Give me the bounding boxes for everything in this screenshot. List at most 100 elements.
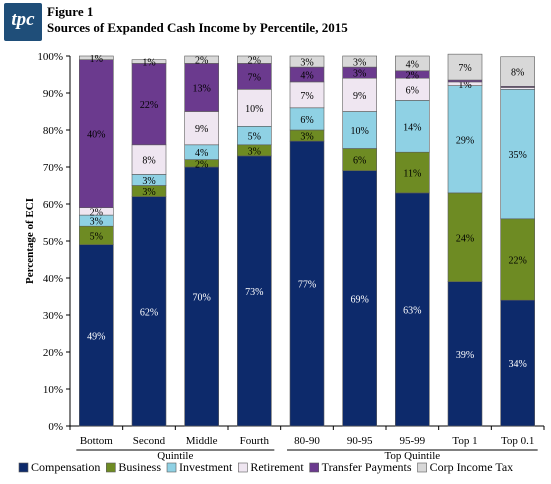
legend-label: Investment xyxy=(179,460,233,474)
figure-label: Figure 1 xyxy=(47,4,94,19)
bar-segment xyxy=(500,218,535,301)
x-category-label: 95-99 xyxy=(399,435,425,447)
data-label: 3% xyxy=(300,58,313,69)
bar-segment xyxy=(184,111,219,146)
legend-swatch xyxy=(18,462,29,473)
y-tick-label: 10% xyxy=(43,384,63,396)
x-category-label: Top 0.1 xyxy=(501,435,534,447)
data-label: 11% xyxy=(403,169,421,180)
bar-segment xyxy=(289,81,325,109)
data-label: 29% xyxy=(456,135,474,146)
x-axis-labels: Bottom Second Middle Fourth 80-90 90-95 95-99 T… xyxy=(76,435,538,462)
bar-segment xyxy=(395,100,430,153)
legend-label: Business xyxy=(118,460,161,474)
data-label: 3% xyxy=(90,217,103,228)
data-label: 5% xyxy=(90,231,103,242)
group-label: Top Quintile xyxy=(384,450,440,462)
bar-segment xyxy=(500,56,535,87)
bar-segment xyxy=(79,59,114,209)
y-tick-label: 100% xyxy=(37,51,63,63)
legend-swatch xyxy=(238,462,248,473)
bar-segment xyxy=(447,53,483,81)
data-label: 1% xyxy=(142,58,155,69)
x-category-label: Second xyxy=(133,435,166,447)
legend-label: Retirement xyxy=(250,460,304,474)
y-axis-title: Percentage of ECI xyxy=(24,198,36,284)
axes: 0% 10% 20% 30% 40% 50% 60% 70% 80% 90% 100% Percent… xyxy=(24,51,545,433)
bar-segment xyxy=(184,55,219,64)
x-category-label: Middle xyxy=(186,435,218,447)
tpc-logo: tpc xyxy=(4,3,42,41)
bar-segment xyxy=(237,89,272,127)
x-category-label: Top 1 xyxy=(452,435,477,447)
data-label: 24% xyxy=(456,233,474,244)
data-label: 10% xyxy=(350,126,368,137)
data-label: 13% xyxy=(192,83,210,94)
data-label: 2% xyxy=(90,207,103,218)
bar-segment xyxy=(500,89,535,220)
data-label: 3% xyxy=(300,132,313,143)
legend-swatch xyxy=(417,462,427,473)
data-label: 14% xyxy=(403,122,421,133)
bar-segment xyxy=(131,144,167,175)
data-label: 5% xyxy=(248,132,261,143)
bar-segment xyxy=(131,59,167,64)
bars: 49%5%3%2%40%1%62%3%3%8%22%1%70%2%4%9%13%… xyxy=(79,53,535,427)
data-label: 7% xyxy=(300,91,313,102)
bar-segment xyxy=(342,111,377,149)
data-label: 1% xyxy=(458,80,471,91)
x-category-label: 90-95 xyxy=(347,435,373,447)
data-label: 3% xyxy=(353,58,366,69)
data-label: 70% xyxy=(192,293,210,304)
y-tick-label: 50% xyxy=(43,236,63,248)
data-label: 69% xyxy=(350,294,368,305)
x-category-label: Bottom xyxy=(80,435,113,447)
data-label: 63% xyxy=(403,305,421,316)
data-label: 2% xyxy=(248,56,261,67)
y-tick-label: 70% xyxy=(43,162,63,174)
data-label: 35% xyxy=(508,150,526,161)
data-label: 8% xyxy=(511,68,524,79)
bar-segment xyxy=(79,244,114,427)
y-tick-label: 60% xyxy=(43,199,63,211)
data-label: 22% xyxy=(140,100,158,111)
legend: Compensation Business Investment Retirement… xyxy=(18,460,514,474)
data-label: 8% xyxy=(142,156,155,167)
logo-text: tpc xyxy=(11,9,35,30)
y-tick-label: 40% xyxy=(43,273,63,285)
legend-swatch xyxy=(309,462,319,473)
bar-segment xyxy=(342,170,377,427)
data-label: 4% xyxy=(300,71,313,82)
data-label: 3% xyxy=(142,187,155,198)
data-label: 7% xyxy=(458,63,471,74)
x-category-label: 80-90 xyxy=(294,435,320,447)
data-label: 73% xyxy=(245,287,263,298)
data-label: 6% xyxy=(353,156,366,167)
y-tick-label: 80% xyxy=(43,125,63,137)
data-label: 22% xyxy=(508,256,526,267)
bar-segment xyxy=(131,196,167,427)
data-label: 9% xyxy=(353,91,366,102)
legend-label: Corp Income Tax xyxy=(430,460,514,474)
x-category-label: Fourth xyxy=(240,435,270,447)
legend-label: Transfer Payments xyxy=(322,460,412,474)
data-label: 9% xyxy=(195,124,208,135)
data-label: 7% xyxy=(248,72,261,83)
y-tick-label: 20% xyxy=(43,347,63,359)
data-label: 4% xyxy=(195,148,208,159)
data-label: 6% xyxy=(300,115,313,126)
data-label: 49% xyxy=(87,331,105,342)
y-tick-label: 30% xyxy=(43,310,63,322)
data-label: 77% xyxy=(298,280,316,291)
bar-segment xyxy=(500,299,535,427)
bar-segment xyxy=(395,151,430,194)
bar-segment xyxy=(395,192,430,427)
data-label: 4% xyxy=(406,59,419,70)
group-label: Quintile xyxy=(157,450,193,462)
bar-segment xyxy=(184,166,219,427)
chart-title: Sources of Expanded Cash Income by Perce… xyxy=(47,20,348,35)
data-label: 2% xyxy=(195,159,208,170)
data-label: 40% xyxy=(87,130,105,141)
data-label: 34% xyxy=(508,359,526,370)
data-label: 3% xyxy=(353,69,366,80)
